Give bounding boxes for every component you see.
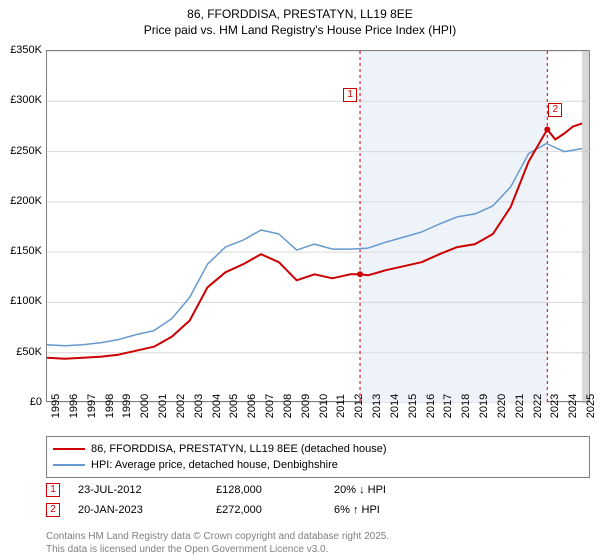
title-line1: 86, FFORDDISA, PRESTATYN, LL19 8EE <box>0 6 600 22</box>
legend-box: 86, FFORDDISA, PRESTATYN, LL19 8EE (deta… <box>46 436 590 478</box>
x-tick-label: 2000 <box>139 394 151 418</box>
markers-table: 1 23-JUL-2012 £128,000 20% ↓ HPI 2 20-JA… <box>46 480 590 520</box>
x-tick-label: 2021 <box>514 394 526 418</box>
x-tick-label: 1996 <box>68 394 80 418</box>
x-tick-label: 2008 <box>282 394 294 418</box>
marker-price: £272,000 <box>216 504 316 516</box>
legend-swatch <box>53 464 85 466</box>
x-tick-label: 2005 <box>228 394 240 418</box>
x-tick-label: 2017 <box>442 394 454 418</box>
x-tick-label: 2018 <box>460 394 472 418</box>
x-tick-label: 2004 <box>211 394 223 418</box>
marker-number-badge: 2 <box>46 503 60 517</box>
legend-swatch <box>53 448 85 450</box>
y-tick-label: £250K <box>0 145 42 157</box>
x-tick-label: 2020 <box>496 394 508 418</box>
x-tick-label: 1997 <box>86 394 98 418</box>
title-block: 86, FFORDDISA, PRESTATYN, LL19 8EE Price… <box>0 0 600 38</box>
y-tick-label: £150K <box>0 245 42 257</box>
x-tick-label: 2023 <box>549 394 561 418</box>
y-tick-label: £0 <box>0 396 42 408</box>
marker-pct: 6% ↑ HPI <box>334 504 434 516</box>
y-tick-label: £50K <box>0 346 42 358</box>
attribution: Contains HM Land Registry data © Crown c… <box>46 531 389 556</box>
x-tick-label: 2010 <box>318 394 330 418</box>
y-tick-label: £100K <box>0 295 42 307</box>
marker-price: £128,000 <box>216 484 316 496</box>
x-tick-label: 2006 <box>246 394 258 418</box>
x-tick-label: 2016 <box>425 394 437 418</box>
x-tick-label: 1995 <box>50 394 62 418</box>
marker-date: 23-JUL-2012 <box>78 484 198 496</box>
marker-row: 2 20-JAN-2023 £272,000 6% ↑ HPI <box>46 500 590 520</box>
x-tick-label: 1998 <box>104 394 116 418</box>
x-tick-label: 2014 <box>389 394 401 418</box>
x-tick-label: 2015 <box>407 394 419 418</box>
marker-pct: 20% ↓ HPI <box>334 484 434 496</box>
chart-area <box>46 50 590 402</box>
legend-item: HPI: Average price, detached house, Denb… <box>53 457 583 473</box>
x-tick-label: 2009 <box>300 394 312 418</box>
chart-marker-badge: 1 <box>343 88 357 102</box>
x-tick-label: 2003 <box>193 394 205 418</box>
chart-svg <box>47 51 591 403</box>
legend-label: 86, FFORDDISA, PRESTATYN, LL19 8EE (deta… <box>91 443 387 455</box>
x-tick-label: 1999 <box>121 394 133 418</box>
attribution-line1: Contains HM Land Registry data © Crown c… <box>46 531 389 544</box>
x-tick-label: 2022 <box>532 394 544 418</box>
marker-number-badge: 1 <box>46 483 60 497</box>
title-line2: Price paid vs. HM Land Registry's House … <box>0 22 600 38</box>
y-tick-label: £200K <box>0 195 42 207</box>
marker-row: 1 23-JUL-2012 £128,000 20% ↓ HPI <box>46 480 590 500</box>
attribution-line2: This data is licensed under the Open Gov… <box>46 544 389 557</box>
x-tick-label: 2007 <box>264 394 276 418</box>
chart-marker-badge: 2 <box>548 103 562 117</box>
x-tick-label: 2024 <box>567 394 579 418</box>
y-tick-label: £300K <box>0 94 42 106</box>
marker-date: 20-JAN-2023 <box>78 504 198 516</box>
x-tick-label: 2019 <box>478 394 490 418</box>
y-tick-label: £350K <box>0 44 42 56</box>
legend-item: 86, FFORDDISA, PRESTATYN, LL19 8EE (deta… <box>53 441 583 457</box>
x-tick-label: 2025 <box>585 394 597 418</box>
x-tick-label: 2012 <box>353 394 365 418</box>
x-tick-label: 2013 <box>371 394 383 418</box>
chart-container: 86, FFORDDISA, PRESTATYN, LL19 8EE Price… <box>0 0 600 560</box>
legend-label: HPI: Average price, detached house, Denb… <box>91 459 338 471</box>
x-tick-label: 2011 <box>335 394 347 418</box>
x-tick-label: 2002 <box>175 394 187 418</box>
x-tick-label: 2001 <box>157 394 169 418</box>
